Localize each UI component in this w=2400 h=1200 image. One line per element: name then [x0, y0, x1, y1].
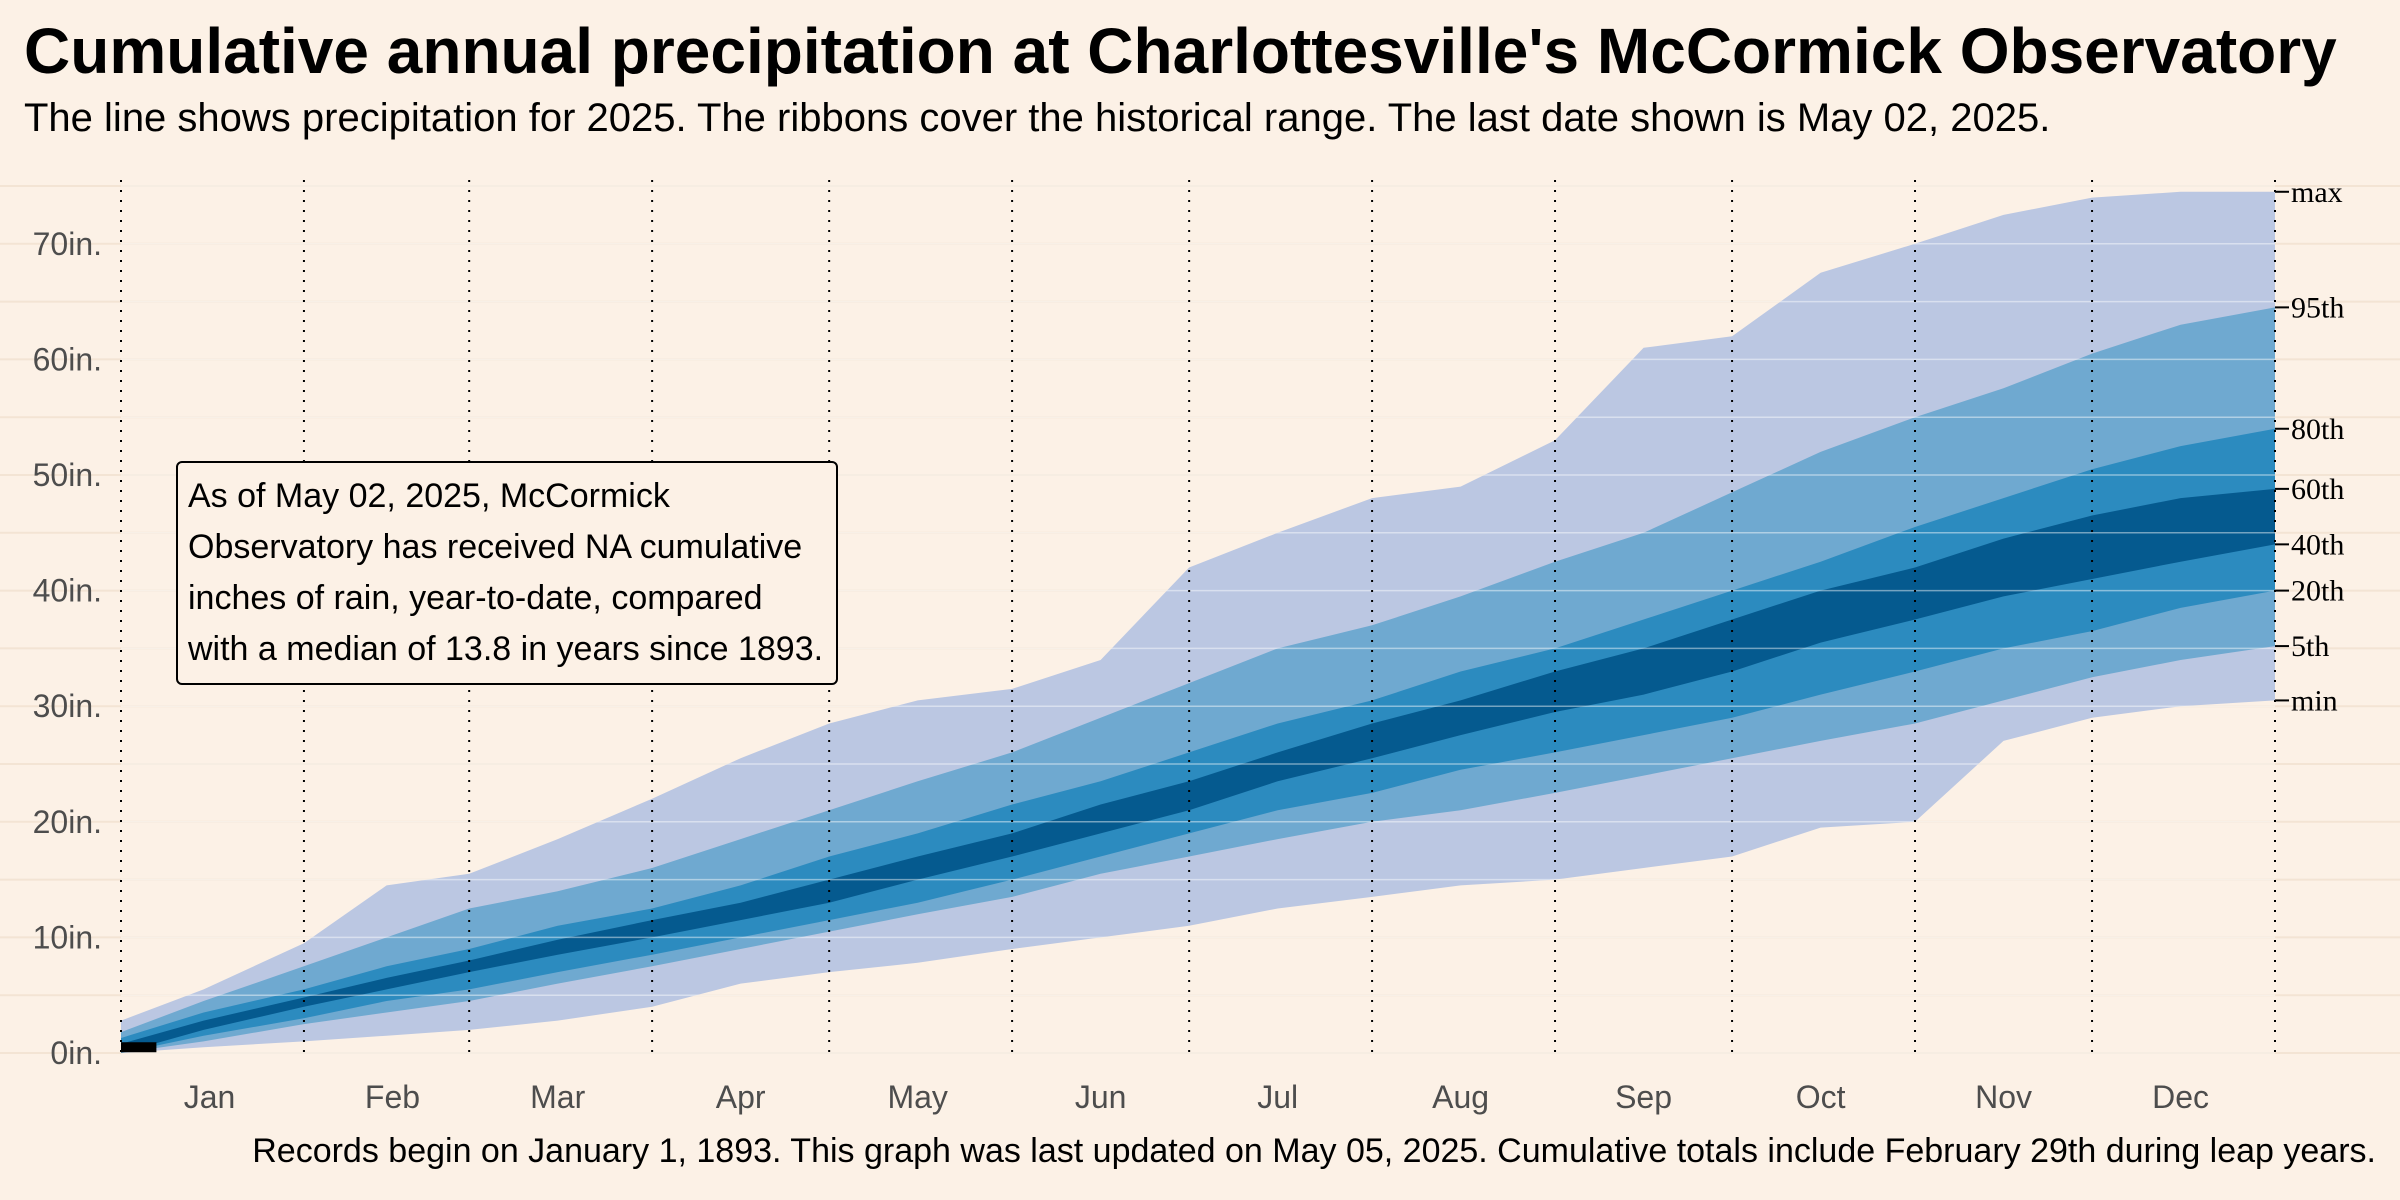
y-tick-label: 60in.: [33, 341, 102, 377]
annotation-box: As of May 02, 2025, McCormick Observator…: [176, 461, 838, 685]
y-tick-label: 40in.: [33, 573, 102, 609]
y-tick-label: 70in.: [33, 226, 102, 262]
chart-title: Cumulative annual precipitation at Charl…: [24, 15, 2337, 87]
percentile-label: 40th: [2291, 528, 2344, 561]
x-tick-label: Apr: [716, 1079, 766, 1115]
x-tick-label: Jan: [184, 1079, 236, 1115]
ribbon-min-max: [121, 191, 2275, 1054]
percentile-label: max: [2291, 176, 2343, 209]
x-tick-label: Aug: [1432, 1079, 1489, 1115]
x-tick-label: Oct: [1796, 1079, 1846, 1115]
y-axis-ticks: 0in. 10in. 20in. 30in. 40in. 50in. 60in. 70in.: [33, 226, 102, 1071]
x-tick-label: Nov: [1975, 1079, 2032, 1115]
x-tick-label: Dec: [2152, 1079, 2209, 1115]
percentile-label: 60th: [2291, 473, 2344, 506]
y-tick-label: 30in.: [33, 688, 102, 724]
percentile-label: 95th: [2291, 291, 2344, 324]
percentile-labels: max 95th 80th 60th 40th 20th 5th min: [2275, 176, 2344, 717]
x-tick-label: Jun: [1075, 1079, 1127, 1115]
x-tick-label: Jul: [1257, 1079, 1298, 1115]
ribbon-40th-60th: [121, 488, 2275, 1053]
ribbon-5th-95th: [121, 307, 2275, 1053]
y-tick-label: 20in.: [33, 804, 102, 840]
y-tick-label: 50in.: [33, 457, 102, 493]
percentile-ribbons: [121, 191, 2275, 1054]
x-tick-label: Mar: [530, 1079, 585, 1115]
x-axis-ticks: Jan Feb Mar Apr May Jun Jul Aug Sep Oct Nov Dec: [184, 1079, 2209, 1115]
percentile-label: min: [2291, 684, 2338, 717]
chart-caption: Records begin on January 1, 1893. This g…: [252, 1132, 2376, 1170]
y-tick-label: 10in.: [33, 919, 102, 955]
x-tick-label: May: [887, 1079, 947, 1115]
percentile-label: 80th: [2291, 413, 2344, 446]
chart-subtitle: The line shows precipitation for 2025. T…: [24, 96, 2051, 140]
percentile-label: 20th: [2291, 575, 2344, 608]
percentile-label: 5th: [2291, 630, 2329, 663]
x-tick-label: Sep: [1615, 1079, 1672, 1115]
y-tick-label: 0in.: [50, 1035, 102, 1071]
x-tick-label: Feb: [365, 1079, 420, 1115]
